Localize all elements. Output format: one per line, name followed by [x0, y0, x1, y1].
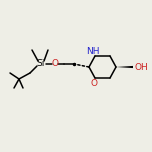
Text: Si: Si: [37, 59, 45, 69]
Text: OH: OH: [134, 62, 148, 71]
Text: O: O: [52, 59, 59, 69]
Polygon shape: [116, 66, 133, 68]
Text: O: O: [90, 78, 97, 88]
Text: NH: NH: [86, 47, 100, 55]
